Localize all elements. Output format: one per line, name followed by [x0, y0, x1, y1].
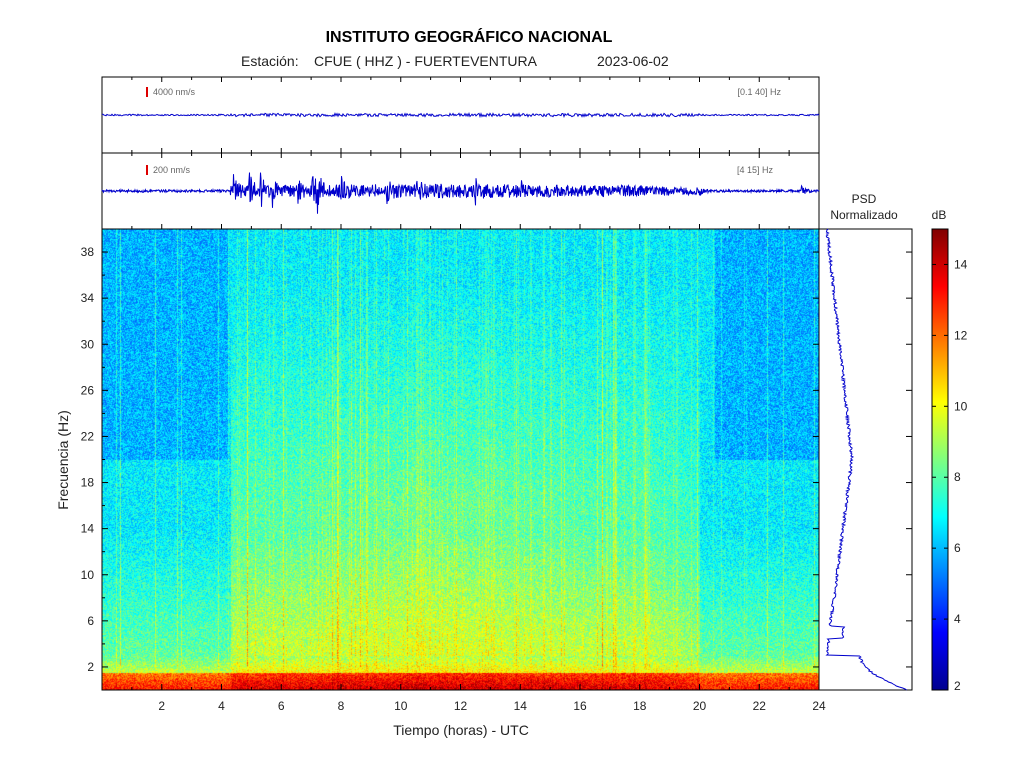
- y-tick-label: 26: [81, 383, 95, 397]
- spectrogram-image: [102, 229, 819, 690]
- colorbar-tick-label: 14: [954, 257, 968, 271]
- figure-title: INSTITUTO GEOGRÁFICO NACIONAL: [326, 27, 613, 46]
- trace-panel-broadband: 4000 nm/s [0.1 40] Hz: [101, 76, 820, 154]
- y-tick-label: 30: [81, 337, 95, 351]
- trace-1-band-label: [0.1 40] Hz: [737, 87, 781, 97]
- x-tick-label: 18: [633, 699, 647, 713]
- y-tick-label: 38: [81, 245, 95, 259]
- colorbar-tick-label: 4: [954, 612, 961, 626]
- trace-panel-filtered: 200 nm/s [4 15] Hz: [101, 152, 820, 230]
- x-tick-label: 6: [278, 699, 285, 713]
- trace-2-band-label: [4 15] Hz: [737, 165, 774, 175]
- psd-curve: [825, 228, 907, 691]
- psd-label-line2: Normalizado: [830, 208, 898, 222]
- x-tick-label: 24: [812, 699, 826, 713]
- y-tick-label: 22: [81, 429, 95, 443]
- colorbar-tick-label: 8: [954, 470, 961, 484]
- x-tick-label: 12: [454, 699, 468, 713]
- trace-2-scale-label: 200 nm/s: [153, 165, 191, 175]
- y-tick-label: 18: [81, 476, 95, 490]
- x-tick-label: 16: [573, 699, 587, 713]
- y-tick-label: 14: [81, 522, 95, 536]
- date-label: 2023-06-02: [597, 53, 669, 69]
- colorbar-tick-label: 12: [954, 328, 968, 342]
- colorbar-tick-label: 2: [954, 679, 961, 693]
- psd-ticks: [906, 251, 912, 668]
- colorbar-tick-label: 6: [954, 541, 961, 555]
- colorbar-unit: dB: [932, 208, 947, 222]
- trace-1-scale-label: 4000 nm/s: [153, 87, 196, 97]
- station-prefix: Estación:: [241, 53, 299, 69]
- x-tick-label: 14: [514, 699, 528, 713]
- trace-2-scale-bar: [146, 165, 148, 175]
- y-axis-label: Frecuencia (Hz): [55, 410, 71, 510]
- trace-1-scale-bar: [146, 87, 148, 97]
- x-tick-label: 8: [338, 699, 345, 713]
- colorbar-tick-label: 10: [954, 399, 968, 413]
- x-tick-label: 22: [753, 699, 767, 713]
- y-tick-label: 2: [87, 660, 94, 674]
- x-axis-label: Tiempo (horas) - UTC: [393, 722, 529, 738]
- psd-label-line1: PSD: [852, 192, 877, 206]
- colorbar-ticks: 2 4 6 8 10 12 14: [932, 257, 968, 693]
- y-tick-label: 10: [81, 568, 95, 582]
- y-tick-label: 6: [87, 614, 94, 628]
- colorbar: dB 2 4 6 8 10 12 14: [931, 208, 968, 693]
- trace-2-waveform: [101, 172, 820, 214]
- station-name: CFUE ( HHZ ) - FUERTEVENTURA: [314, 53, 538, 69]
- colorbar-gradient: [931, 228, 949, 691]
- x-axis-ticks: 2 4 6 8 10 12 14 16 18 20 22 24: [131, 684, 826, 713]
- trace-1-waveform: [102, 112, 820, 119]
- x-tick-label: 4: [218, 699, 225, 713]
- psd-frame: [818, 228, 913, 691]
- x-tick-label: 2: [158, 699, 165, 713]
- trace-panel-1-ticks: [131, 77, 790, 153]
- x-tick-label: 20: [693, 699, 707, 713]
- psd-panel: PSD Normalizado: [818, 192, 913, 691]
- y-tick-label: 34: [81, 291, 95, 305]
- x-tick-label: 10: [394, 699, 408, 713]
